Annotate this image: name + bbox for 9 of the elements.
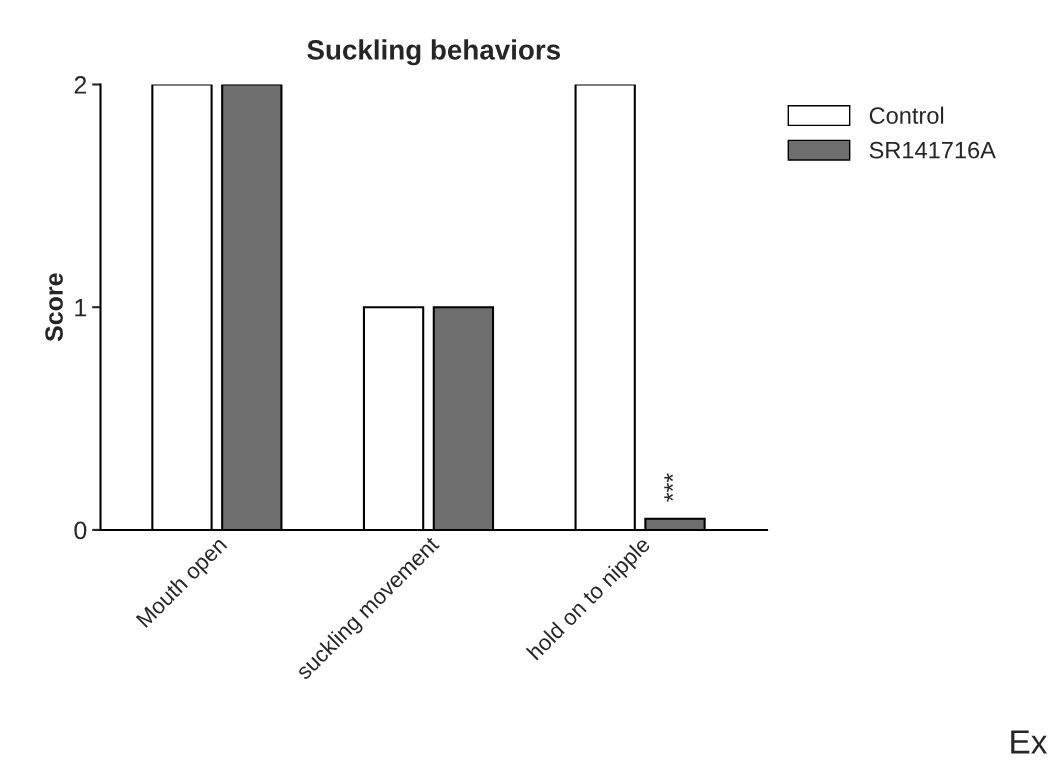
y-tick-label: 0 [74,521,87,540]
annotation: *** [664,473,674,502]
chart-title: Suckling behaviors [307,39,560,66]
y-tick-label: 1 [75,299,87,317]
legend-label: Control [869,106,944,124]
y-axis-title: Score [45,273,63,342]
text: Ex [1011,730,1048,754]
legend-label: SR141716A [869,141,996,159]
y-tick-label: 2 [74,76,87,94]
